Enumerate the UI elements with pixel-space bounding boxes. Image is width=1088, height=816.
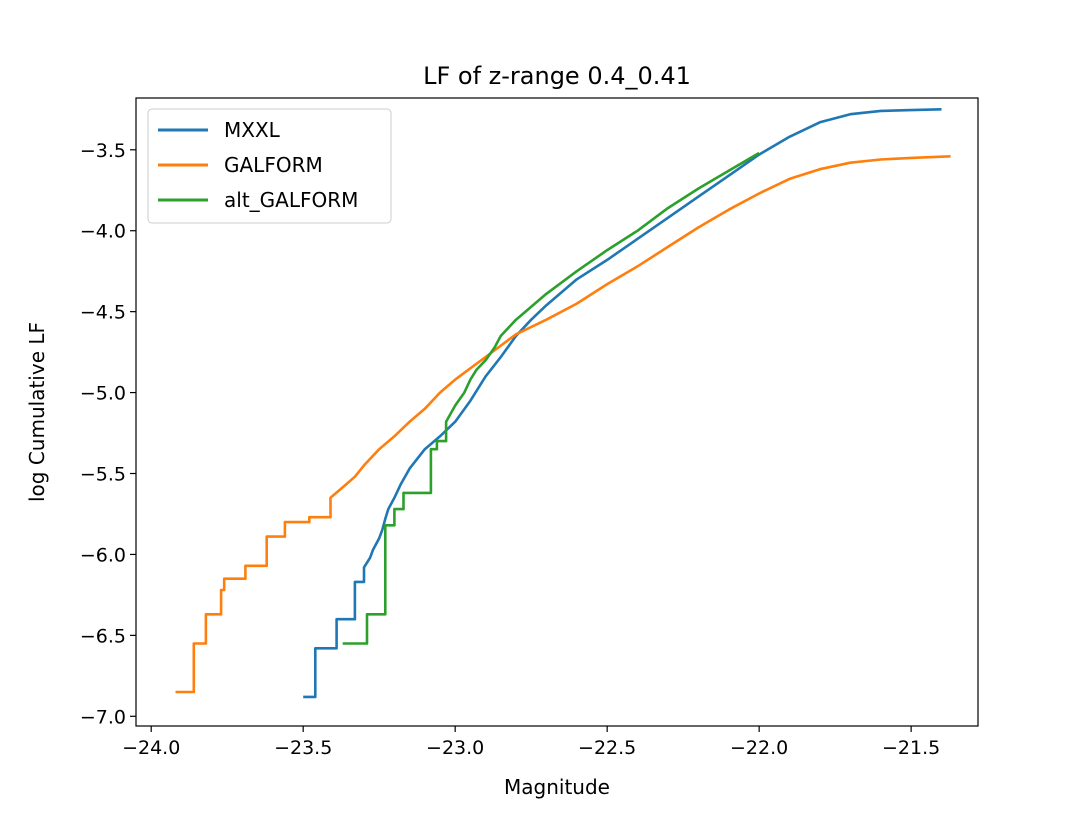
y-axis: −7.0 −6.5 −6.0 −5.5 −5.0 −4.5 −4.0 −3.5	[80, 140, 136, 728]
y-tick-label: −5.5	[80, 464, 126, 486]
series-line-mxxl	[303, 108, 942, 699]
y-tick-label: −5.0	[80, 383, 126, 405]
chart-title: LF of z-range 0.4_0.41	[423, 62, 691, 90]
x-tick-label: −22.0	[730, 737, 788, 759]
x-tick-label: −23.5	[274, 737, 332, 759]
y-tick-label: −6.0	[80, 544, 126, 566]
x-tick-label: −24.0	[122, 737, 180, 759]
series-layer	[175, 108, 951, 699]
legend-box	[147, 108, 392, 224]
y-tick-label: −4.0	[80, 221, 126, 243]
y-tick-label: −4.5	[80, 302, 126, 324]
legend-label-galform: GALFORM	[224, 153, 323, 177]
legend-label-mxxl: MXXL	[224, 118, 281, 142]
x-tick-label: −21.5	[882, 737, 940, 759]
y-tick-label: −3.5	[80, 140, 126, 162]
y-tick-label: −6.5	[80, 625, 126, 647]
series-line-alt-galform	[342, 151, 760, 645]
series-line-galform	[175, 155, 951, 694]
x-axis: −24.0 −23.5 −23.0 −22.5 −22.0 −21.5	[122, 726, 940, 759]
y-tick-label: −7.0	[80, 706, 126, 728]
y-axis-label: log Cumulative LF	[25, 322, 49, 502]
x-tick-label: −22.5	[578, 737, 636, 759]
x-axis-label: Magnitude	[504, 775, 610, 799]
legend-label-alt-galform: alt_GALFORM	[224, 188, 358, 212]
plot-frame	[135, 97, 979, 727]
legend: MXXL GALFORM alt_GALFORM	[147, 108, 392, 224]
x-tick-label: −23.0	[426, 737, 484, 759]
